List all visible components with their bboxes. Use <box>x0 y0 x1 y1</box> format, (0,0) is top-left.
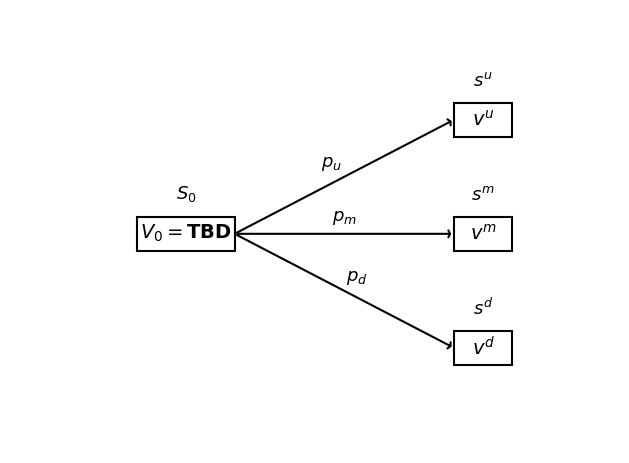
Text: $p_m$: $p_m$ <box>332 209 357 227</box>
Text: $V_0 = \mathbf{TBD}$: $V_0 = \mathbf{TBD}$ <box>140 223 231 244</box>
Text: $s^u$: $s^u$ <box>474 72 493 90</box>
Bar <box>454 331 513 365</box>
Text: $p_d$: $p_d$ <box>346 269 368 287</box>
Text: $p_u$: $p_u$ <box>321 155 342 173</box>
Bar <box>454 217 513 251</box>
Bar <box>137 217 235 251</box>
Text: $v^m$: $v^m$ <box>470 224 497 244</box>
Text: $s^d$: $s^d$ <box>473 297 493 319</box>
Text: $s^m$: $s^m$ <box>471 187 495 204</box>
Text: $S_0$: $S_0$ <box>175 184 196 204</box>
Text: $v^d$: $v^d$ <box>472 336 495 359</box>
Text: $v^u$: $v^u$ <box>472 110 494 130</box>
Bar <box>454 103 513 137</box>
